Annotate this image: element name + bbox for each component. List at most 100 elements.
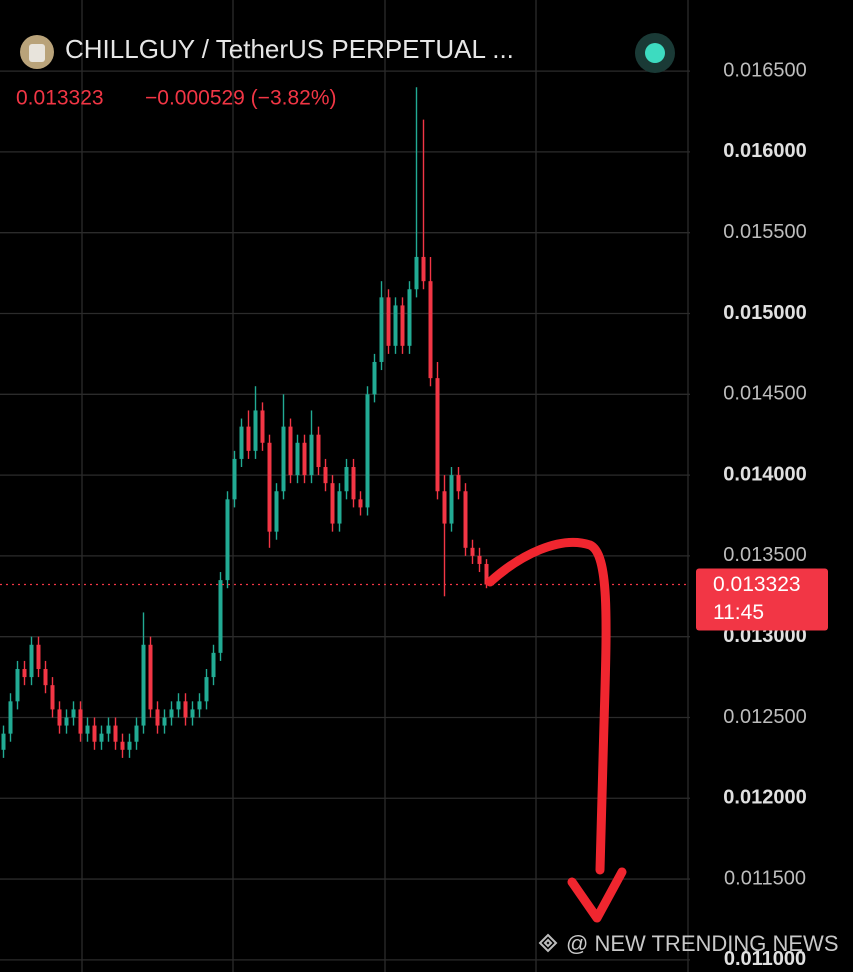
- status-dot: [645, 43, 665, 63]
- candle-body: [365, 394, 370, 508]
- candle-body: [309, 434, 314, 476]
- last-price-box: [696, 568, 828, 631]
- candle-body: [169, 709, 174, 718]
- candle-body: [407, 289, 412, 346]
- watermark-logo: [538, 933, 558, 953]
- y-tick-label: 0.015000: [723, 302, 806, 324]
- candle-body: [253, 410, 258, 451]
- candle-body: [449, 475, 454, 524]
- candle-body: [78, 709, 83, 734]
- candle-body: [463, 491, 468, 548]
- candle-body: [400, 305, 405, 346]
- annotation-arrowhead: [567, 867, 627, 923]
- candle-body: [64, 717, 69, 726]
- y-tick-label: 0.012500: [723, 706, 806, 728]
- y-tick-label: 0.014000: [723, 463, 806, 485]
- header-change: −0.000529 (−3.82%): [145, 87, 336, 110]
- candle-body: [22, 669, 27, 678]
- candle-body: [435, 378, 440, 492]
- candle-body: [386, 297, 391, 346]
- candle-body: [379, 297, 384, 362]
- candle-body: [274, 491, 279, 532]
- candle-body: [57, 709, 62, 726]
- header-price: 0.013323: [16, 87, 104, 110]
- chart-title: CHILLGUY / TetherUS PERPETUAL ...: [65, 34, 514, 64]
- countdown-label: 11:45: [713, 601, 764, 624]
- candle-body: [204, 677, 209, 702]
- candle-body: [36, 644, 41, 670]
- candle-body: [337, 491, 342, 524]
- candle-body: [281, 426, 286, 492]
- last-price-label: 0.013323: [713, 573, 801, 596]
- y-tick-label: 0.012000: [723, 787, 806, 809]
- y-tick-label: 0.016000: [723, 140, 806, 162]
- candle-body: [302, 442, 307, 476]
- candle-body: [393, 305, 398, 346]
- candle-body: [456, 475, 461, 492]
- y-tick-label: 0.015500: [723, 221, 806, 243]
- candle-body: [113, 725, 118, 742]
- candle-body: [15, 669, 20, 702]
- coin-icon-face: [29, 44, 45, 62]
- y-tick-label: 0.011500: [724, 867, 806, 889]
- candle-body: [99, 733, 104, 742]
- candle-body: [470, 547, 475, 556]
- candle-body: [225, 499, 230, 581]
- candle-body: [239, 426, 244, 459]
- candle-body: [484, 563, 489, 585]
- candle-body: [120, 741, 125, 750]
- candle-body: [127, 741, 132, 750]
- candle-body: [428, 281, 433, 379]
- candle-body: [190, 709, 195, 718]
- candle-body: [85, 725, 90, 734]
- candle-body: [197, 701, 202, 710]
- candle-body: [421, 256, 426, 282]
- candle-body: [372, 361, 377, 395]
- candle-body: [218, 580, 223, 653]
- candle-body: [232, 458, 237, 500]
- candle-body: [330, 483, 335, 524]
- candle-body: [323, 467, 328, 484]
- candle-body: [183, 701, 188, 718]
- candle-body: [92, 725, 97, 742]
- candle-body: [477, 555, 482, 564]
- candle-body: [1, 733, 6, 750]
- candle-body: [134, 725, 139, 742]
- y-tick-label: 0.013500: [723, 544, 806, 566]
- candle-body: [8, 701, 13, 734]
- candle-body: [267, 442, 272, 532]
- annotation-arrow: [485, 537, 611, 875]
- candle-body: [29, 644, 34, 678]
- candle-body: [141, 644, 146, 726]
- candle-body: [414, 256, 419, 290]
- candle-body: [211, 652, 216, 678]
- candle-body: [106, 725, 111, 734]
- candle-body: [316, 434, 321, 468]
- candle-body: [176, 701, 181, 710]
- y-tick-label: 0.016500: [723, 59, 806, 81]
- candle-body: [71, 709, 76, 718]
- candle-body: [351, 467, 356, 500]
- price-axis: 0.016500 0.016000 0.015500 0.015000 0.014500…: [696, 59, 828, 970]
- candle-body: [50, 685, 55, 710]
- candle-body: [288, 426, 293, 476]
- candle-body: [344, 467, 349, 492]
- candle-body: [148, 644, 153, 710]
- candle-body: [358, 499, 363, 508]
- watermark-text: @ NEW TRENDING NEWS: [566, 931, 839, 956]
- candle-body: [295, 442, 300, 476]
- watermark: @ NEW TRENDING NEWS: [538, 931, 839, 956]
- candles: [0, 87, 690, 758]
- candle-body: [43, 669, 48, 686]
- candle-body: [162, 717, 167, 726]
- candle-body: [260, 410, 265, 443]
- y-tick-label: 0.011000: [724, 948, 806, 970]
- candle-body: [246, 426, 251, 451]
- candle-body: [155, 709, 160, 726]
- y-tick-label: 0.014500: [723, 383, 806, 405]
- candle-body: [442, 491, 447, 524]
